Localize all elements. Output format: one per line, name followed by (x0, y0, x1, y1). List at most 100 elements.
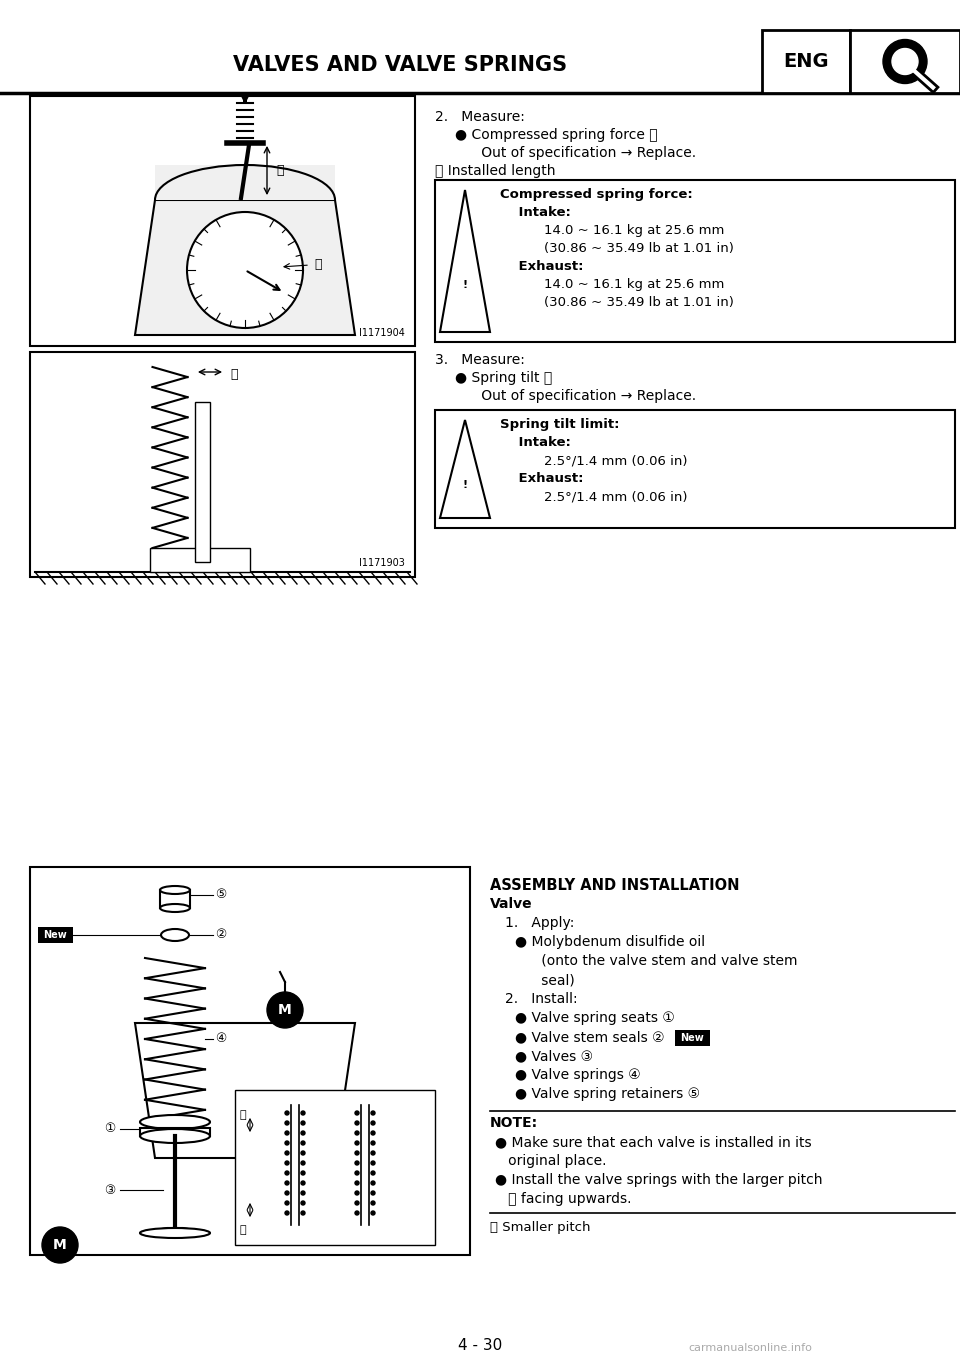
Text: ⓑ: ⓑ (276, 163, 284, 177)
Circle shape (371, 1120, 375, 1124)
Text: ● Valve spring seats ①: ● Valve spring seats ① (515, 1010, 675, 1025)
Circle shape (892, 49, 918, 75)
Circle shape (355, 1152, 359, 1156)
Text: carmanualsonline.info: carmanualsonline.info (688, 1343, 812, 1353)
Text: ⓐ: ⓐ (230, 368, 237, 382)
Polygon shape (140, 1228, 210, 1233)
Ellipse shape (161, 929, 189, 941)
Circle shape (285, 1120, 289, 1124)
Text: Intake:: Intake: (500, 206, 571, 219)
Text: ● Valves ③: ● Valves ③ (515, 1048, 593, 1063)
Text: ⓑ Smaller pitch: ⓑ Smaller pitch (490, 1221, 590, 1234)
Circle shape (301, 1171, 305, 1175)
Text: ④: ④ (215, 1032, 227, 1046)
Polygon shape (135, 200, 355, 335)
Circle shape (371, 1152, 375, 1156)
Ellipse shape (160, 885, 190, 894)
Circle shape (355, 1200, 359, 1205)
Bar (160, 889, 190, 909)
Text: (onto the valve stem and valve stem: (onto the valve stem and valve stem (515, 955, 798, 968)
Text: 2.   Measure:: 2. Measure: (435, 110, 525, 124)
Text: New: New (43, 930, 67, 940)
Bar (140, 1128, 210, 1137)
Text: ASSEMBLY AND INSTALLATION: ASSEMBLY AND INSTALLATION (490, 879, 739, 894)
Text: Exhaust:: Exhaust: (500, 259, 584, 273)
Text: NOTE:: NOTE: (490, 1116, 539, 1130)
Polygon shape (155, 166, 335, 200)
Text: !: ! (463, 280, 468, 289)
Circle shape (371, 1141, 375, 1145)
Circle shape (371, 1111, 375, 1115)
Text: ENG: ENG (783, 52, 828, 71)
Text: 14.0 ~ 16.1 kg at 25.6 mm: 14.0 ~ 16.1 kg at 25.6 mm (510, 278, 725, 291)
Circle shape (301, 1141, 305, 1145)
Circle shape (301, 1111, 305, 1115)
Text: ● Install the valve springs with the larger pitch: ● Install the valve springs with the lar… (495, 1173, 823, 1187)
Circle shape (371, 1200, 375, 1205)
Text: ● Valve springs ④: ● Valve springs ④ (515, 1067, 640, 1082)
Circle shape (285, 1131, 289, 1135)
Text: (30.86 ~ 35.49 lb at 1.01 in): (30.86 ~ 35.49 lb at 1.01 in) (510, 296, 733, 310)
Text: ● Valve stem seals ②: ● Valve stem seals ② (515, 1029, 664, 1044)
Text: Intake:: Intake: (500, 436, 571, 449)
Circle shape (301, 1152, 305, 1156)
Circle shape (371, 1171, 375, 1175)
Circle shape (285, 1181, 289, 1186)
Circle shape (883, 39, 927, 83)
Circle shape (355, 1191, 359, 1195)
Text: (30.86 ~ 35.49 lb at 1.01 in): (30.86 ~ 35.49 lb at 1.01 in) (510, 242, 733, 255)
Circle shape (301, 1211, 305, 1215)
Text: Compressed spring force:: Compressed spring force: (500, 187, 693, 201)
Text: 14.0 ~ 16.1 kg at 25.6 mm: 14.0 ~ 16.1 kg at 25.6 mm (510, 224, 725, 238)
Text: Out of specification → Replace.: Out of specification → Replace. (455, 147, 696, 160)
Text: ⓐ facing upwards.: ⓐ facing upwards. (495, 1192, 632, 1206)
Bar (435, 410, 955, 528)
Circle shape (267, 991, 303, 1028)
Circle shape (355, 1171, 359, 1175)
Text: 1.   Apply:: 1. Apply: (505, 917, 574, 930)
Text: I1171903: I1171903 (359, 558, 405, 568)
Text: ● Molybdenum disulfide oil: ● Molybdenum disulfide oil (515, 936, 706, 949)
Text: ⑤: ⑤ (215, 888, 227, 902)
Text: !: ! (463, 481, 468, 490)
Text: M: M (53, 1238, 67, 1252)
Text: ⓐ: ⓐ (240, 1109, 247, 1120)
Ellipse shape (160, 904, 190, 913)
Text: seal): seal) (515, 972, 575, 987)
Text: ⓑ: ⓑ (240, 1225, 247, 1234)
Circle shape (285, 1171, 289, 1175)
Text: 2.   Install:: 2. Install: (505, 991, 578, 1006)
Text: ①: ① (105, 1123, 115, 1135)
Bar (435, 181, 955, 342)
Polygon shape (440, 420, 490, 517)
Circle shape (371, 1191, 375, 1195)
Circle shape (371, 1211, 375, 1215)
Circle shape (355, 1181, 359, 1186)
Text: ● Compressed spring force ⓐ: ● Compressed spring force ⓐ (455, 128, 658, 143)
Bar (30, 866, 470, 1255)
Bar (850, 30, 960, 92)
Bar (30, 352, 415, 577)
Circle shape (355, 1141, 359, 1145)
Circle shape (285, 1111, 289, 1115)
Polygon shape (440, 190, 490, 331)
Circle shape (285, 1211, 289, 1215)
Circle shape (355, 1211, 359, 1215)
Ellipse shape (140, 1128, 210, 1143)
Circle shape (285, 1191, 289, 1195)
Circle shape (371, 1181, 375, 1186)
Text: 4 - 30: 4 - 30 (458, 1338, 502, 1353)
Text: Valve: Valve (490, 898, 533, 911)
Ellipse shape (140, 1228, 210, 1238)
Text: ● Spring tilt ⓐ: ● Spring tilt ⓐ (455, 371, 552, 386)
Circle shape (301, 1131, 305, 1135)
Text: ● Valve spring retainers ⑤: ● Valve spring retainers ⑤ (515, 1086, 700, 1101)
Circle shape (301, 1120, 305, 1124)
Bar (762, 30, 850, 92)
Circle shape (301, 1200, 305, 1205)
Circle shape (301, 1161, 305, 1165)
Ellipse shape (140, 1115, 210, 1128)
Text: ⓑ Installed length: ⓑ Installed length (435, 164, 556, 178)
Circle shape (355, 1120, 359, 1124)
Text: 3.   Measure:: 3. Measure: (435, 353, 525, 367)
